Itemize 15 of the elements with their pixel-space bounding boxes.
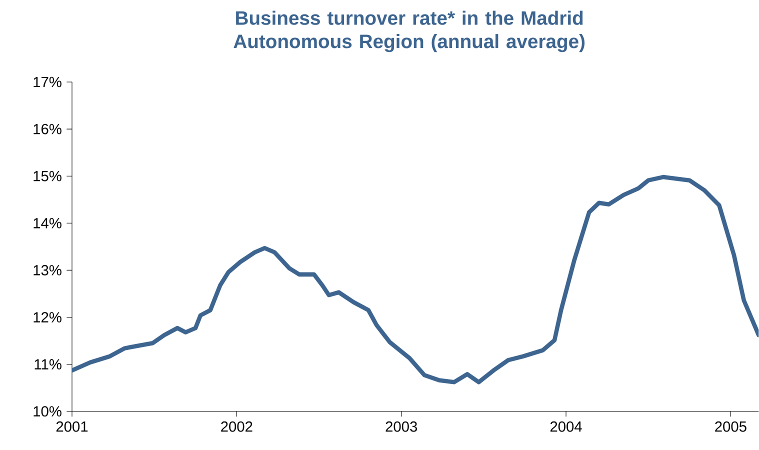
line-series	[72, 174, 759, 384]
x-tick-label: 2004	[550, 421, 582, 432]
y-tick-label: 15%	[34, 170, 62, 182]
x-tick-label: 2005	[715, 421, 746, 432]
chart-title: Business turnover rate* in the Madrid Autonomous Region (annual average)	[234, 10, 585, 52]
x-tick-label: 2001	[56, 421, 88, 432]
x-tick-label: 2002	[221, 421, 252, 432]
y-tick-label: 11%	[34, 359, 62, 370]
y-tick-label: 14%	[34, 218, 62, 228]
y-tick-label: 17%	[34, 76, 62, 88]
y-tick-label: 13%	[34, 265, 62, 276]
y-tick-label: 10%	[34, 406, 62, 417]
x-tick-label: 2003	[386, 421, 417, 432]
y-tick-label: 12%	[34, 312, 62, 322]
y-tick-label: 16%	[34, 124, 62, 134]
